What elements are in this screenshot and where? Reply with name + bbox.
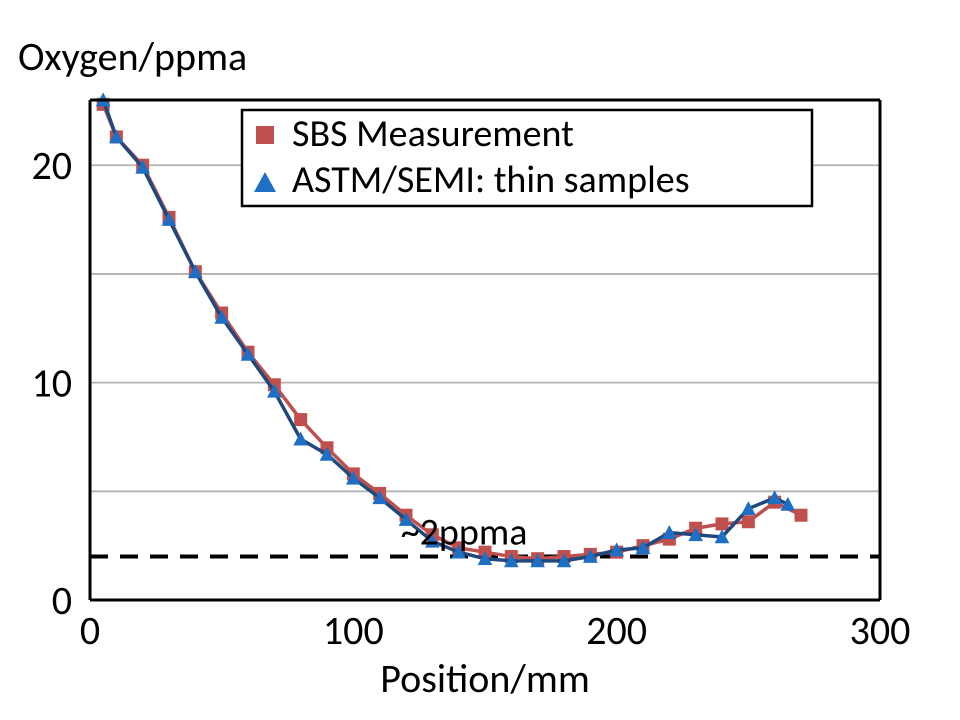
sbs-marker <box>742 516 754 528</box>
legend-label-astm: ASTM/SEMI: thin samples <box>292 157 690 203</box>
y-tick-label: 0 <box>52 576 72 625</box>
x-tick-label: 300 <box>850 606 911 655</box>
x-tick-label: 0 <box>80 606 100 655</box>
y-axis-title: Oxygen/ppma <box>18 32 247 81</box>
sbs-marker <box>716 518 728 530</box>
chart-bg <box>0 0 960 720</box>
x-tick-label: 200 <box>586 606 647 655</box>
y-tick-label: 10 <box>31 359 72 408</box>
legend-label-sbs: SBS Measurement <box>292 111 574 157</box>
legend-marker-sbs <box>256 126 274 144</box>
x-tick-label: 100 <box>323 606 384 655</box>
sbs-marker <box>295 414 307 426</box>
sbs-marker <box>795 509 807 521</box>
chart-container: 0 100 200 300 0 10 20 Oxygen/ppma Position/mm ~2p… <box>0 0 960 720</box>
y-tick-label: 20 <box>31 141 72 190</box>
chart-svg: 0 100 200 300 0 10 20 Oxygen/ppma Position/mm ~2p… <box>0 0 960 720</box>
reference-label: ~2ppma <box>401 510 528 556</box>
x-axis-title: Position/mm <box>380 654 590 703</box>
